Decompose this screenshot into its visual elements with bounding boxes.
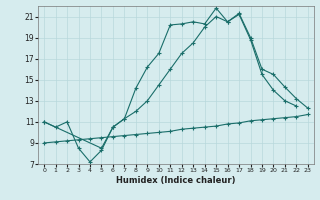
X-axis label: Humidex (Indice chaleur): Humidex (Indice chaleur) xyxy=(116,176,236,185)
